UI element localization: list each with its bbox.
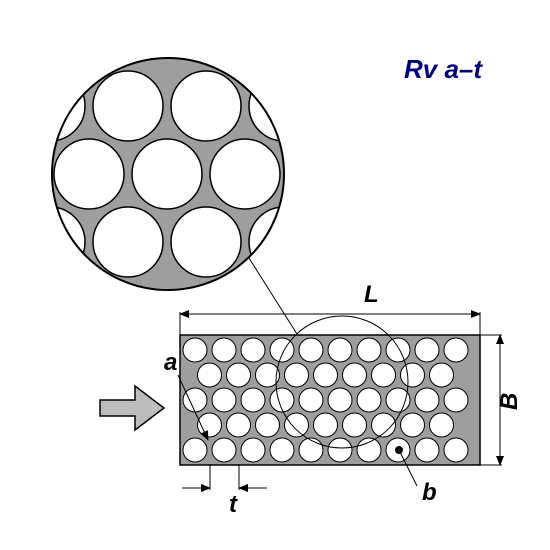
leader-b-dot xyxy=(395,446,403,454)
label-a: a xyxy=(164,349,177,376)
feed-arrow-icon xyxy=(100,386,164,430)
title: Rv a–t xyxy=(404,54,483,84)
zoom-connector xyxy=(249,258,297,334)
label-L: L xyxy=(364,281,379,308)
label-t: t xyxy=(229,491,238,518)
label-B: B xyxy=(496,393,523,410)
label-b: b xyxy=(422,479,437,506)
perforated-sheet xyxy=(180,335,480,465)
zoom-lens xyxy=(15,53,358,295)
perforation-diagram: Rv a–t L Ba b t xyxy=(0,0,550,550)
